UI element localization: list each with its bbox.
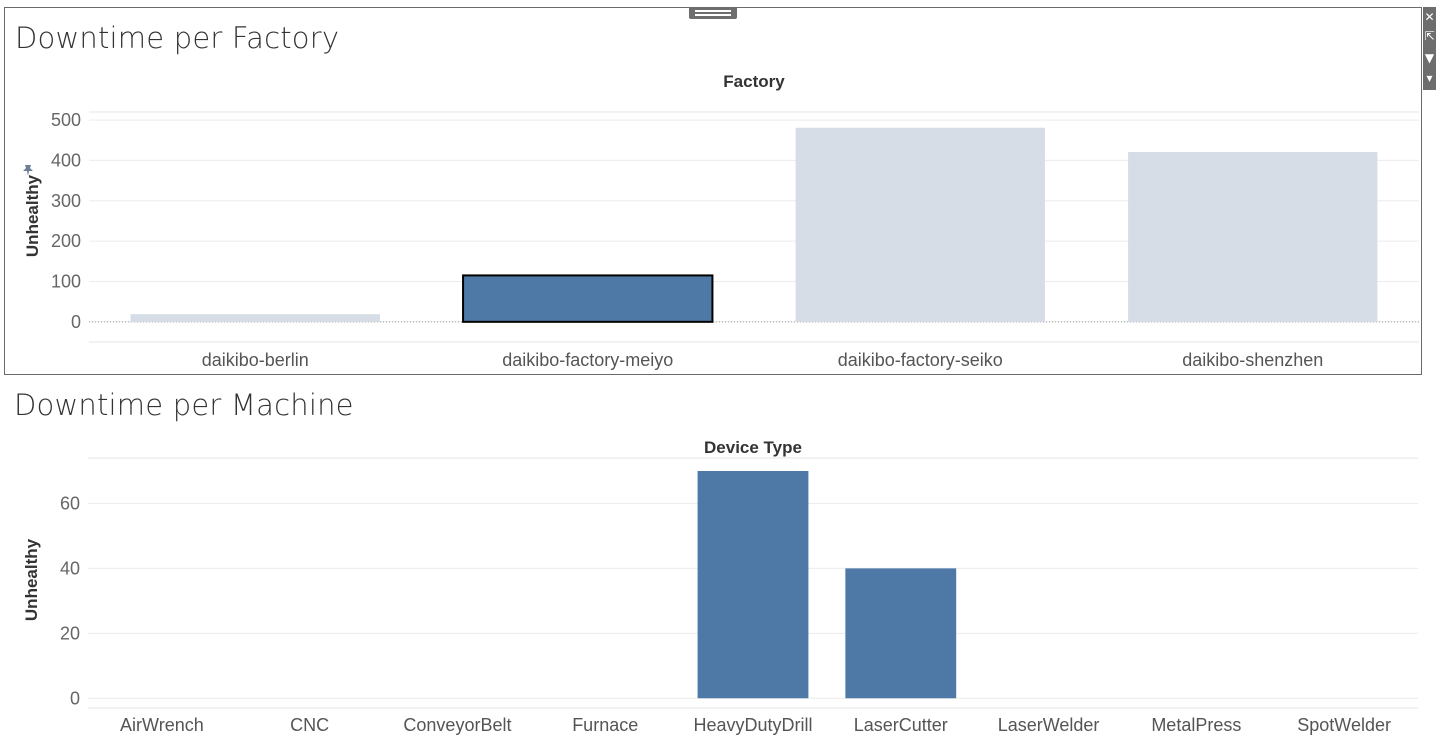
bar-daikibo-factory-meiyo[interactable]: [462, 274, 714, 323]
x-tick-label: LaserWelder: [998, 715, 1100, 735]
x-axis-title: Device Type: [704, 438, 802, 457]
x-tick-label: daikibo-factory-seiko: [838, 350, 1003, 370]
more-options-icon[interactable]: ▾: [1426, 71, 1433, 85]
worksheet-toolbar: ✕ ⇱ ▼ ▾: [1423, 7, 1436, 90]
machine-chart-title: Downtime per Machine: [14, 388, 354, 422]
x-tick-label: Furnace: [572, 715, 638, 735]
y-tick-label: 400: [51, 150, 81, 170]
y-tick-label: 40: [60, 558, 80, 578]
factory-chart-panel[interactable]: Downtime per Factory 0 100 200 300 400 500 dai…: [4, 7, 1422, 375]
filter-icon[interactable]: ▼: [1424, 51, 1435, 65]
x-tick-label: ConveyorBelt: [403, 715, 511, 735]
y-axis-title: Unhealthy: [22, 538, 41, 621]
bar-lasercutter[interactable]: [845, 568, 957, 699]
y-tick-label: 20: [60, 623, 80, 643]
y-tick-label: 300: [51, 191, 81, 211]
x-tick-label: HeavyDutyDrill: [693, 715, 812, 735]
y-axis-title: Unhealthy: [23, 174, 42, 257]
bar-daikibo-shenzhen[interactable]: [1128, 151, 1378, 322]
x-tick-label: LaserCutter: [854, 715, 948, 735]
factory-bar-chart: 0 100 200 300 400 500 daikibo-berlin daikibo-fa…: [23, 72, 1419, 370]
machine-bar-chart: 0 20 40 60 AirWrench CNC ConveyorBelt Furnace He…: [22, 438, 1418, 735]
x-tick-label: MetalPress: [1151, 715, 1241, 735]
y-tick-label: 60: [60, 493, 80, 513]
close-icon[interactable]: ✕: [1424, 10, 1435, 24]
factory-chart-title: Downtime per Factory: [15, 21, 340, 55]
y-tick-label: 0: [71, 312, 81, 332]
x-tick-label: CNC: [290, 715, 329, 735]
pin-icon[interactable]: [23, 165, 33, 176]
x-axis-title: Factory: [723, 72, 785, 91]
x-tick-label: daikibo-factory-meiyo: [502, 350, 673, 370]
x-tick-label: daikibo-shenzhen: [1182, 350, 1323, 370]
bar-daikibo-berlin[interactable]: [130, 314, 380, 322]
y-tick-label: 500: [51, 110, 81, 130]
drag-handle[interactable]: [689, 7, 737, 19]
bar-daikibo-factory-seiko[interactable]: [795, 127, 1045, 322]
y-tick-label: 0: [70, 688, 80, 708]
x-tick-label: SpotWelder: [1297, 715, 1391, 735]
popout-icon[interactable]: ⇱: [1424, 29, 1435, 43]
machine-chart-panel[interactable]: Downtime per Machine 0 20 40 60 AirWrench CNC…: [4, 378, 1434, 743]
y-tick-label: 200: [51, 231, 81, 251]
x-tick-label: daikibo-berlin: [202, 350, 309, 370]
y-tick-label: 100: [51, 271, 81, 291]
x-tick-label: AirWrench: [120, 715, 204, 735]
bar-heavydutydrill[interactable]: [697, 470, 809, 699]
